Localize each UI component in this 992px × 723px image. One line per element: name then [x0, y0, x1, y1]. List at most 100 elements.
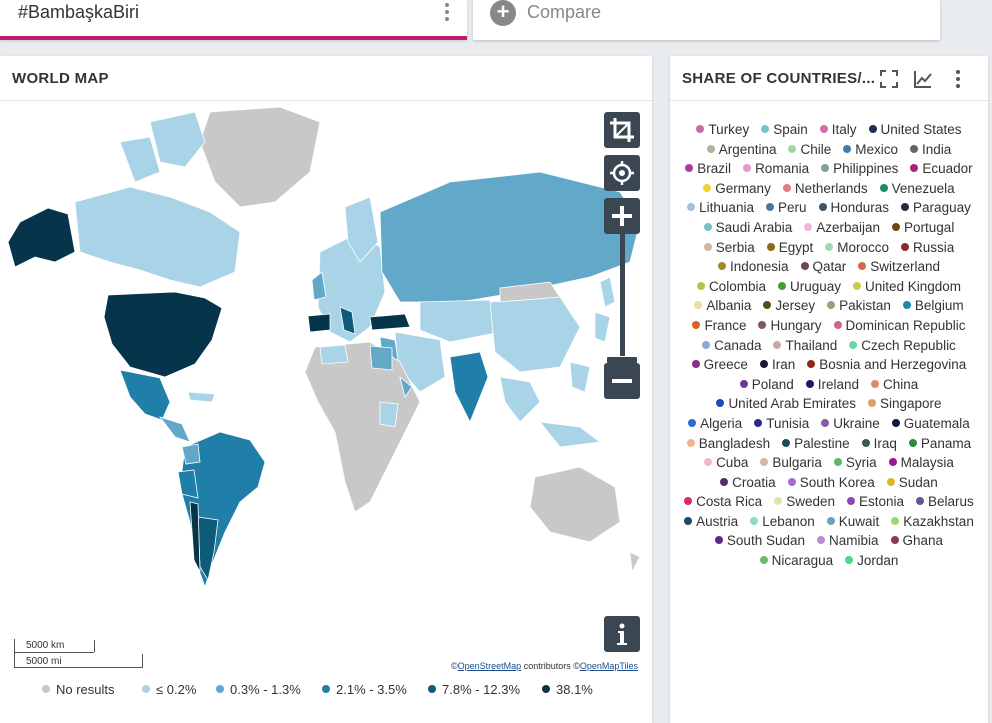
country-legend-item[interactable]: Egypt	[766, 238, 813, 258]
country-legend-item[interactable]: Tunisia	[754, 414, 809, 434]
country-legend-item[interactable]: Kazakhstan	[891, 512, 974, 532]
country-legend-item[interactable]: Ghana	[890, 531, 943, 551]
country-legend-item[interactable]: Indonesia	[717, 257, 789, 277]
country-legend-item[interactable]: France	[692, 316, 746, 336]
country-legend-item[interactable]: Belarus	[916, 492, 974, 512]
country-legend-item[interactable]: Ireland	[805, 375, 859, 395]
country-legend-item[interactable]: Brazil	[685, 159, 731, 179]
legend-dot	[853, 281, 861, 290]
country-legend-item[interactable]: Mexico	[843, 140, 898, 160]
country-legend-item[interactable]: Greece	[691, 355, 748, 375]
country-legend-item[interactable]: Russia	[901, 238, 954, 258]
country-legend-item[interactable]: Palestine	[782, 434, 850, 454]
country-legend-item[interactable]: Serbia	[703, 238, 755, 258]
country-legend-item[interactable]: Ukraine	[821, 414, 880, 434]
country-legend-item[interactable]: Colombia	[696, 277, 766, 297]
world-map-svg[interactable]	[0, 102, 652, 682]
country-legend-item[interactable]: United Kingdom	[853, 277, 961, 297]
fullscreen-icon[interactable]	[878, 68, 900, 90]
country-legend-item[interactable]: Kuwait	[826, 512, 879, 532]
country-legend-item[interactable]: Austria	[684, 512, 738, 532]
country-legend-item[interactable]: Honduras	[818, 198, 889, 218]
country-legend-item[interactable]: South Sudan	[714, 531, 805, 551]
country-legend-item[interactable]: Bulgaria	[760, 453, 822, 473]
country-legend-item[interactable]: Netherlands	[782, 179, 868, 199]
country-legend-item[interactable]: Lebanon	[750, 512, 815, 532]
country-legend-item[interactable]: Sweden	[774, 492, 835, 512]
country-label: Argentina	[718, 141, 777, 157]
country-legend-item[interactable]: United States	[868, 120, 962, 140]
country-legend-item[interactable]: Venezuela	[879, 179, 955, 199]
country-legend-item[interactable]: Hungary	[758, 316, 822, 336]
chart-icon[interactable]	[912, 68, 934, 90]
country-legend-item[interactable]: Canada	[702, 336, 761, 356]
country-legend-item[interactable]: Ecuador	[910, 159, 973, 179]
locate-button[interactable]	[604, 155, 640, 191]
country-legend-item[interactable]: Iran	[759, 355, 795, 375]
country-legend-item[interactable]: Panama	[908, 434, 971, 454]
country-legend-item[interactable]: Paraguay	[901, 198, 971, 218]
country-legend-item[interactable]: Iraq	[861, 434, 897, 454]
country-legend-item[interactable]: Czech Republic	[849, 336, 956, 356]
country-legend-item[interactable]: Bosnia and Herzegovina	[807, 355, 966, 375]
country-legend-item[interactable]: Morocco	[825, 238, 889, 258]
country-legend-item[interactable]: Costa Rica	[684, 492, 762, 512]
compare-tab[interactable]: + Compare	[473, 0, 940, 40]
country-legend-item[interactable]: Algeria	[688, 414, 742, 434]
legend-dot	[692, 320, 701, 329]
country-legend-item[interactable]: Switzerland	[858, 257, 940, 277]
alaska-region	[7, 207, 76, 268]
country-legend-item[interactable]: Qatar	[800, 257, 846, 277]
more-vert-icon[interactable]	[439, 2, 455, 22]
more-vert-icon[interactable]	[947, 68, 969, 90]
country-legend-item[interactable]: Guatemala	[891, 414, 970, 434]
country-legend-item[interactable]: Estonia	[847, 492, 904, 512]
country-legend-item[interactable]: Bangladesh	[686, 434, 770, 454]
country-legend-item[interactable]: Croatia	[720, 473, 776, 493]
country-legend-item[interactable]: Saudi Arabia	[703, 218, 792, 238]
country-legend-item[interactable]: Malaysia	[888, 453, 954, 473]
country-legend-item[interactable]: United Arab Emirates	[716, 394, 856, 414]
country-legend-item[interactable]: Poland	[739, 375, 794, 395]
info-button[interactable]	[604, 616, 640, 652]
country-legend-item[interactable]: Peru	[765, 198, 807, 218]
country-legend-item[interactable]: Syria	[833, 453, 877, 473]
country-legend-item[interactable]: South Korea	[787, 473, 875, 493]
country-legend-item[interactable]: Belgium	[902, 296, 964, 316]
openmaptiles-link[interactable]: OpenMapTiles	[579, 661, 639, 671]
country-legend-item[interactable]: Philippines	[821, 159, 898, 179]
country-legend-item[interactable]: Sudan	[886, 473, 938, 493]
map-canvas[interactable]	[0, 102, 652, 682]
country-legend-item[interactable]: Nicaragua	[759, 551, 833, 571]
country-legend-item[interactable]: Uruguay	[777, 277, 841, 297]
country-legend-item[interactable]: Portugal	[892, 218, 954, 238]
osm-link[interactable]: OpenStreetMap	[457, 661, 522, 671]
country-legend-item[interactable]: Spain	[761, 120, 808, 140]
country-legend-item[interactable]: Chile	[788, 140, 831, 160]
country-legend-item[interactable]: Argentina	[706, 140, 777, 160]
zoom-slider-track[interactable]	[620, 234, 625, 364]
zoom-in-button[interactable]	[604, 198, 640, 234]
crop-button[interactable]	[604, 112, 640, 148]
country-legend-item[interactable]: Germany	[703, 179, 771, 199]
country-legend-item[interactable]: China	[871, 375, 918, 395]
country-legend-item[interactable]: Cuba	[704, 453, 748, 473]
country-legend-item[interactable]: India	[910, 140, 951, 160]
zoom-out-button[interactable]	[604, 363, 640, 399]
country-legend-item[interactable]: Thailand	[773, 336, 837, 356]
country-legend-item[interactable]: Albania	[694, 296, 751, 316]
country-legend-item[interactable]: Singapore	[868, 394, 942, 414]
country-legend-item[interactable]: Lithuania	[687, 198, 754, 218]
country-legend-item[interactable]: Romania	[743, 159, 809, 179]
country-legend-item[interactable]: Dominican Republic	[833, 316, 966, 336]
country-legend-item[interactable]: Italy	[819, 120, 857, 140]
active-query-tab[interactable]: #BambaşkaBiri	[0, 0, 467, 40]
country-legend-item[interactable]: Jersey	[763, 296, 815, 316]
legend-label: 38.1%	[556, 682, 593, 697]
country-label: Sudan	[898, 474, 938, 490]
country-legend-item[interactable]: Turkey	[696, 120, 749, 140]
country-legend-item[interactable]: Azerbaijan	[804, 218, 880, 238]
country-legend-item[interactable]: Jordan	[845, 551, 898, 571]
country-legend-item[interactable]: Pakistan	[827, 296, 891, 316]
country-legend-item[interactable]: Namibia	[817, 531, 879, 551]
